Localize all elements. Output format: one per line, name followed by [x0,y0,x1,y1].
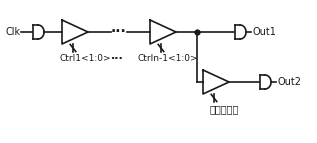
Text: Ctrl1<1:0>: Ctrl1<1:0> [59,54,111,63]
Text: Ctrln-1<1:0>: Ctrln-1<1:0> [137,54,197,63]
Text: Out2: Out2 [277,77,301,87]
Text: Clk: Clk [5,27,20,37]
Text: ···: ··· [111,54,124,64]
Text: ···: ··· [110,25,126,39]
Text: 抖动控制字: 抖动控制字 [209,104,239,114]
Text: Out1: Out1 [252,27,276,37]
